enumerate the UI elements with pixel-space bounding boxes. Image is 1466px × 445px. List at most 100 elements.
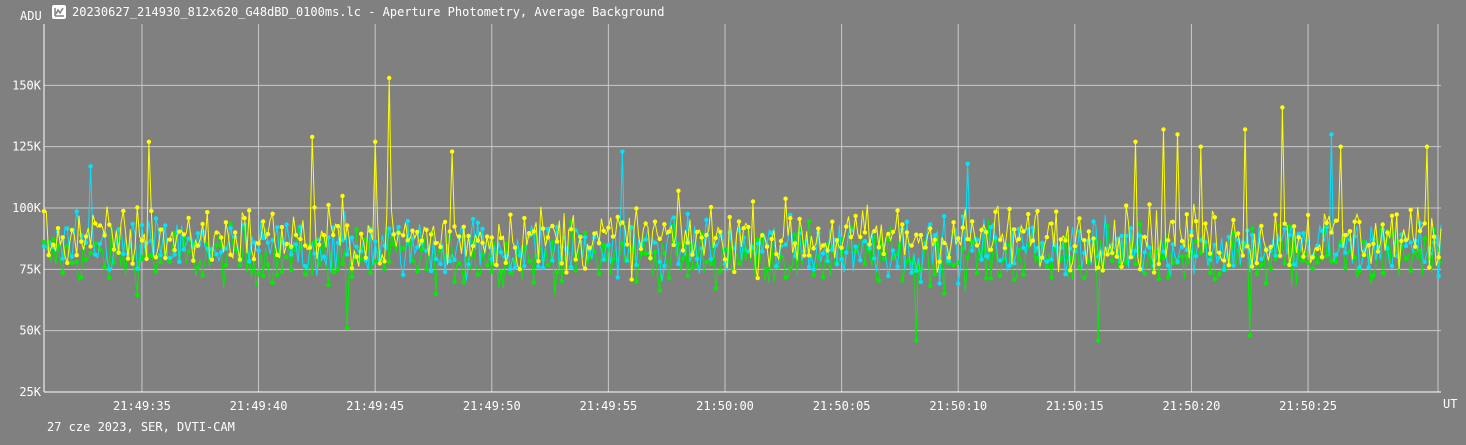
data-point [876, 278, 882, 283]
data-point [834, 238, 840, 243]
data-point [615, 214, 620, 220]
data-point [862, 238, 868, 244]
data-point [531, 280, 536, 285]
data-point [1049, 221, 1054, 226]
data-point [727, 214, 732, 220]
data-point [1273, 253, 1278, 258]
data-point [1301, 231, 1306, 236]
data-point [163, 255, 168, 261]
data-point [1389, 213, 1395, 218]
data-point [881, 256, 886, 261]
data-point [652, 219, 658, 224]
data-point [820, 274, 826, 280]
data-point [228, 252, 233, 257]
data-point [988, 225, 994, 230]
data-point [769, 236, 774, 242]
data-point [531, 229, 536, 234]
data-point [811, 272, 816, 278]
data-point [1016, 247, 1022, 253]
data-point [1058, 237, 1064, 242]
data-point [1184, 253, 1190, 259]
data-point [88, 244, 93, 249]
data-point [1226, 234, 1232, 240]
data-point [998, 273, 1003, 279]
data-point [116, 250, 121, 255]
data-point [867, 246, 872, 251]
data-point [1054, 209, 1059, 214]
data-point [1110, 250, 1115, 256]
data-point [470, 243, 476, 249]
data-point [480, 240, 485, 245]
data-point [788, 215, 793, 221]
data-point [186, 236, 191, 241]
data-point [1242, 127, 1248, 132]
data-point [265, 262, 271, 267]
data-point [214, 252, 219, 257]
data-point [694, 229, 700, 235]
y-axis-label: ADU [20, 9, 42, 23]
data-point [237, 257, 243, 262]
data-point [387, 260, 392, 265]
data-point [946, 255, 952, 260]
data-point [1287, 262, 1292, 268]
data-point [279, 269, 285, 275]
data-point [93, 221, 98, 226]
data-point [214, 242, 219, 248]
data-point [904, 230, 910, 235]
data-point [223, 262, 229, 268]
data-point [1161, 255, 1166, 261]
data-point [694, 256, 700, 262]
data-point [755, 241, 760, 246]
data-point [932, 237, 938, 242]
data-point [223, 246, 229, 251]
data-point [937, 281, 942, 286]
data-point [895, 264, 900, 269]
data-point [792, 241, 798, 246]
data-point [158, 252, 163, 258]
data-point [629, 224, 634, 230]
data-point [1324, 225, 1329, 230]
data-point [596, 271, 602, 276]
data-point [219, 250, 224, 255]
data-point [111, 260, 117, 266]
data-point [1240, 253, 1246, 258]
data-point [74, 259, 79, 264]
data-point [1207, 257, 1213, 262]
data-point [1399, 238, 1404, 244]
y-tick-label: 100K [12, 201, 42, 215]
data-point [722, 257, 728, 262]
footer-info: 27 cze 2023, SER, DVTI-CAM [47, 420, 235, 434]
data-point [601, 228, 606, 233]
data-point [634, 279, 639, 284]
data-point [1049, 275, 1054, 280]
data-point [1422, 221, 1427, 226]
y-tick-label: 125K [12, 140, 42, 154]
data-point [55, 226, 61, 231]
data-point [886, 237, 891, 243]
data-point [582, 266, 588, 271]
data-point [848, 234, 854, 240]
data-point [638, 251, 644, 256]
data-point [349, 266, 355, 271]
data-point [1170, 219, 1176, 224]
data-point [139, 256, 145, 262]
data-point [442, 269, 448, 275]
data-point [596, 241, 602, 246]
data-point [1287, 224, 1292, 229]
data-point [755, 275, 760, 281]
data-point [820, 251, 826, 256]
data-point [844, 250, 849, 255]
data-point [1012, 261, 1017, 266]
data-point [1217, 250, 1222, 255]
data-point [1142, 250, 1148, 255]
data-point [1333, 218, 1339, 223]
data-point [410, 258, 415, 264]
data-point [335, 267, 341, 272]
data-point [1329, 132, 1334, 137]
data-point [442, 219, 448, 225]
data-point [559, 261, 564, 266]
data-point [470, 216, 476, 222]
data-point [699, 235, 704, 240]
data-point [111, 247, 117, 252]
